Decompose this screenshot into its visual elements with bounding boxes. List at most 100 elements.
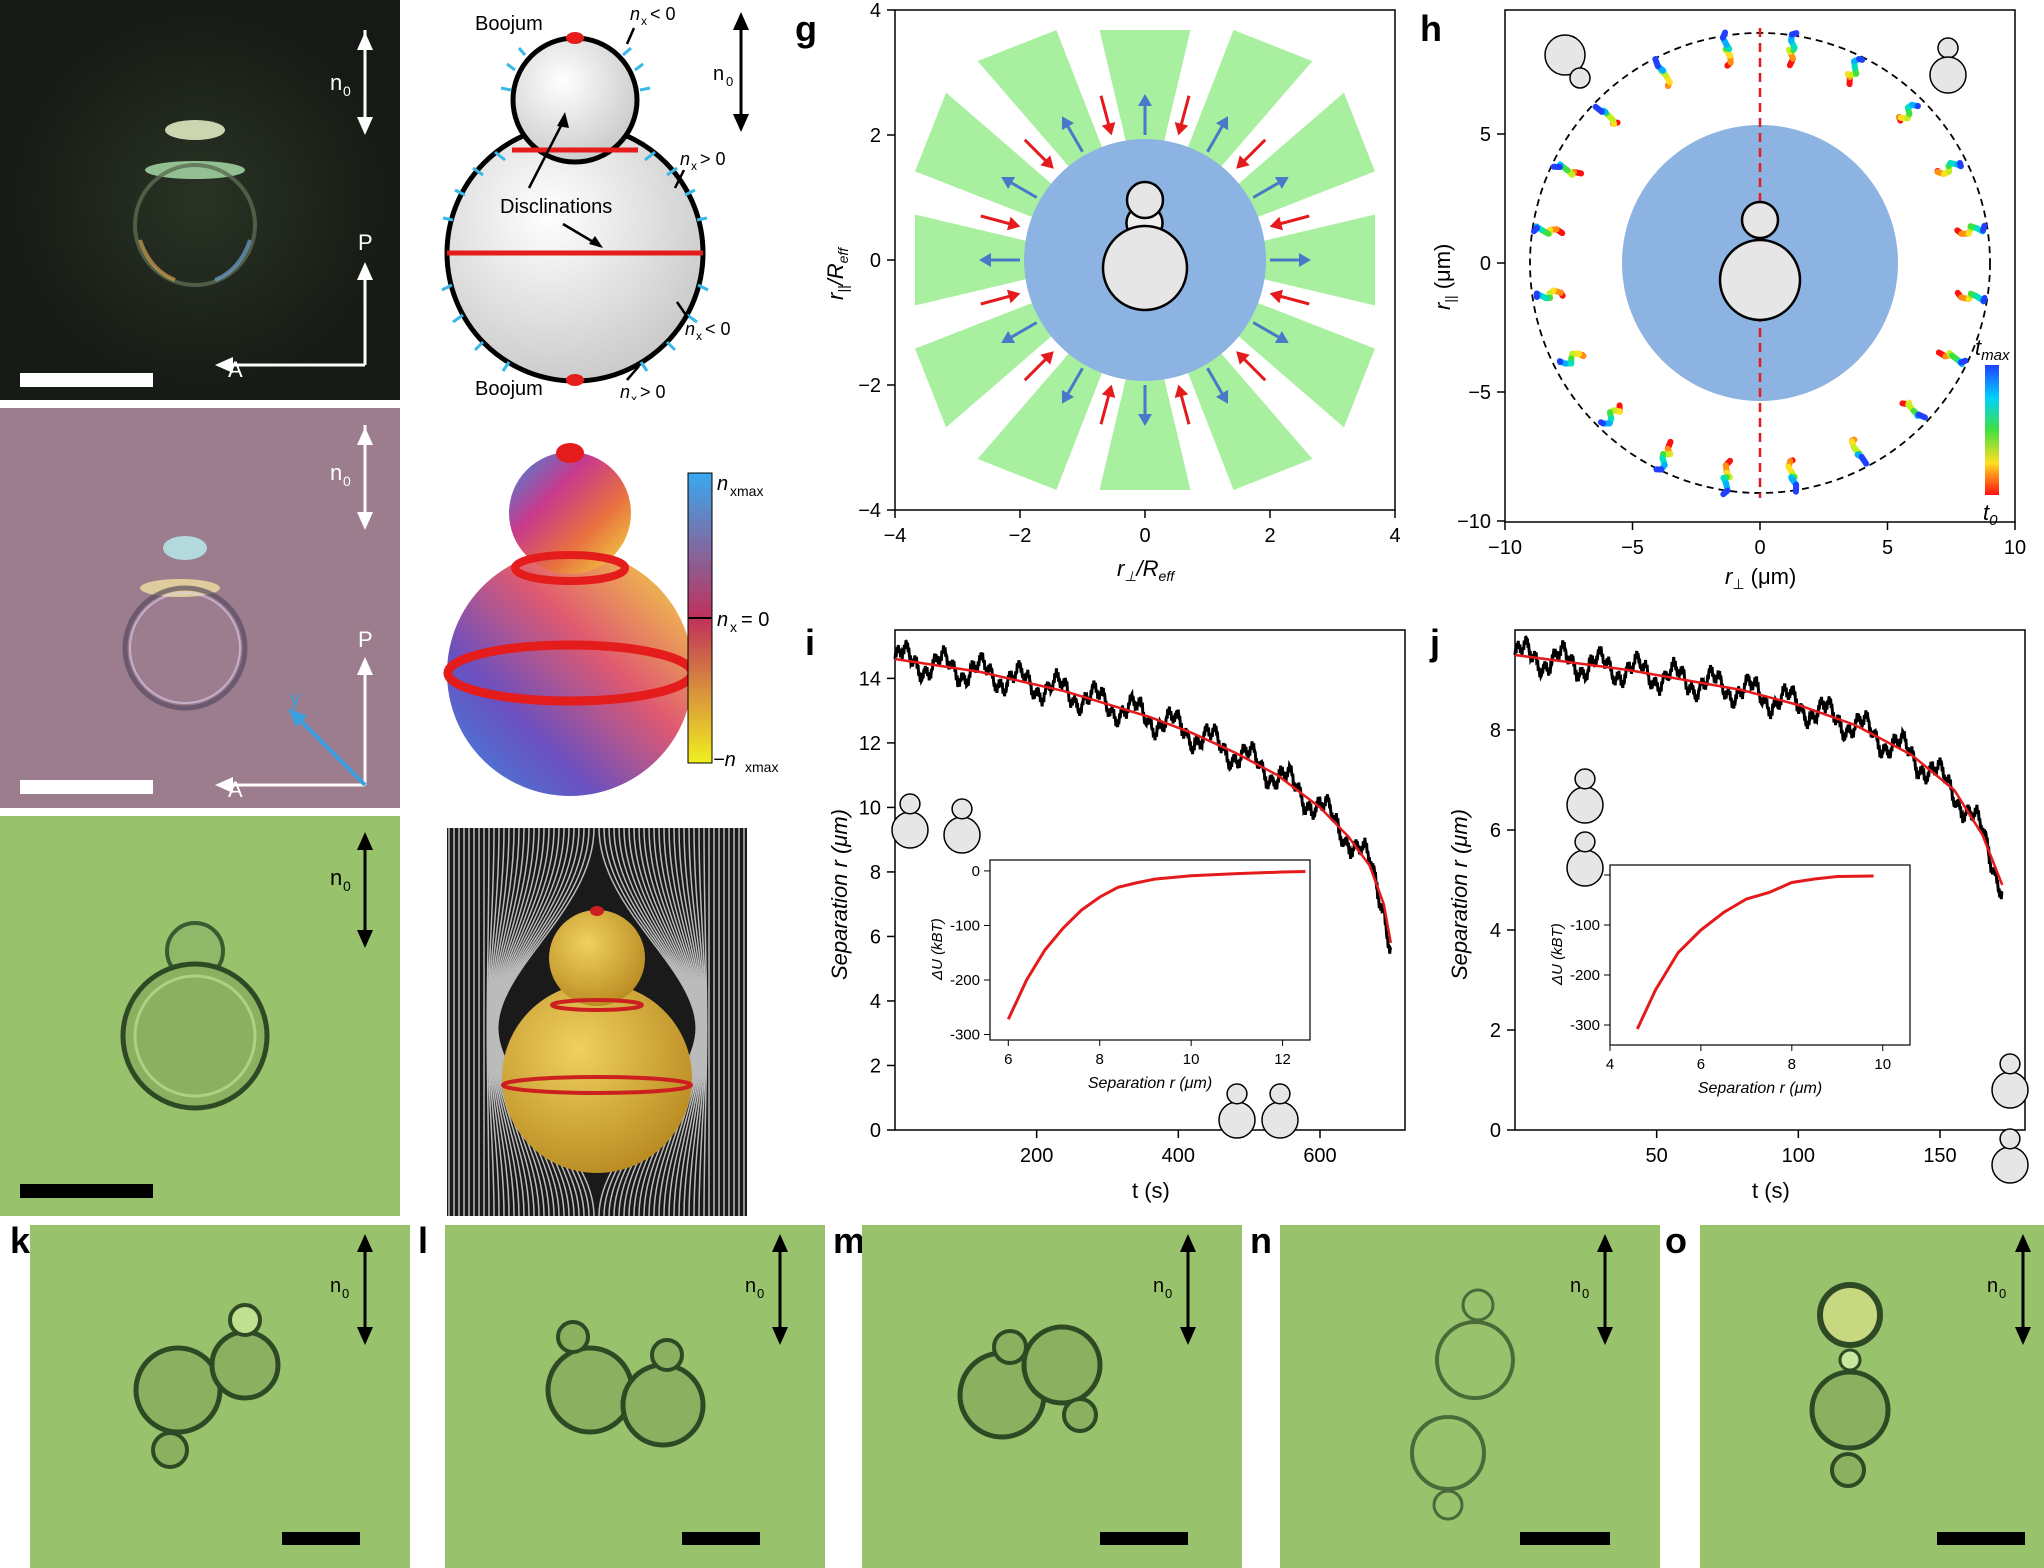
chart-i: 200 400 600 0 2 4 6 8 10 12 14 t (s) Separation r (μ… [827,629,1406,1203]
svg-text:0: 0 [1754,537,1765,559]
x-tick-label: 200 [1020,1145,1053,1167]
svg-text:n: n [717,473,728,495]
axes-a: n 0 P A [215,30,373,382]
x-tick-label: 50 [1646,1145,1668,1167]
axes-b: n 0 P A γ [215,425,373,802]
svg-text:0: 0 [342,1286,349,1301]
trajectory-segment [1597,419,1607,427]
svg-text:−4: −4 [884,525,907,547]
micrograph-l [445,1225,825,1568]
colloid-icon [1261,1101,1299,1139]
y-tick-label: 0 [870,1120,881,1142]
inset-potential-curve [1635,874,1874,1030]
svg-text:5: 5 [1882,537,1893,559]
inset-y-tick-label: -300 [1570,1017,1600,1034]
panel-label-g: g [795,8,817,49]
scale-bar-m [1100,1532,1188,1545]
colloid-icon [1574,768,1596,790]
plot-g: −4 −2 0 2 4 4 2 0 −2 −4 r⊥/Reff r||/Reff [823,0,1401,584]
attraction-wedge [1099,30,1191,142]
trajectory-segment [1858,453,1870,467]
svg-text:n: n [717,609,728,631]
svg-text:n: n [713,63,724,85]
colloid-icon [951,798,973,820]
svg-text:< 0: < 0 [705,319,731,339]
micrograph-m [862,1225,1242,1568]
svg-text:xmax: xmax [730,483,763,499]
colloid-icon [1226,1083,1248,1105]
svg-text:10: 10 [2004,537,2026,559]
svg-text:γ: γ [290,688,300,710]
x-tick-label: 150 [1923,1145,1956,1167]
repulsion-arrowhead [1001,176,1016,190]
attraction-arrowhead [1101,121,1116,136]
trajectory-segment [1788,30,1800,38]
repulsion-arrowhead [1138,94,1152,106]
svg-text:n: n [745,1275,756,1297]
inset-x-tick-label: 8 [1096,1051,1104,1068]
svg-text:r⊥ (μm): r⊥ (μm) [1725,564,1796,590]
svg-text:tmax: tmax [1975,335,2010,364]
colloid-icon [1218,1101,1256,1139]
y-tick-label: 8 [1490,720,1501,742]
attraction-arrowhead [1006,216,1021,231]
attraction-arrowhead [1174,384,1189,399]
svg-text:−2: −2 [1009,525,1032,547]
chart-j: 50 100 150 0 2 4 6 8 t (s) Separation r (μm) 4 6 8 10… [1447,629,2029,1203]
y-axis-label: Separation r (μm) [827,809,852,980]
micrograph-c [0,816,400,1216]
svg-text:x: x [730,619,737,635]
trajectory-segment [1530,224,1541,235]
fit-curve [1514,653,2004,886]
colloid-icon [943,816,981,854]
svg-text:> 0: > 0 [640,382,666,400]
y-tick-label: 12 [859,733,881,755]
attraction-arrowhead [1269,216,1284,231]
repulsion-arrowhead [1299,253,1311,267]
colloid-icon [1999,1128,2021,1150]
svg-text:r||/Reff: r||/Reff [823,246,851,300]
svg-text:0: 0 [1480,253,1491,275]
svg-text:n: n [685,319,695,339]
svg-text:0: 0 [726,74,733,89]
svg-text:r⊥/Reff: r⊥/Reff [1117,556,1176,584]
svg-text:t0: t0 [1983,500,1998,529]
scale-bar-l [682,1532,760,1545]
svg-text:Disclinations: Disclinations [500,196,612,218]
inset-x-tick-label: 6 [1697,1056,1705,1073]
svg-text:0: 0 [343,473,351,489]
repulsion-arrowhead [1138,414,1152,426]
simulation-f [447,828,747,1216]
svg-text:2: 2 [870,125,881,147]
inset-x-tick-label: 6 [1004,1051,1012,1068]
svg-text:n: n [330,865,342,890]
svg-text:x: x [631,392,637,400]
y-tick-label: 14 [859,668,881,690]
colloid-icon [1566,849,1604,887]
repulsion-arrowhead [1215,389,1229,404]
svg-text:n: n [330,1275,341,1297]
y-axis-label: Separation r (μm) [1447,809,1472,980]
inset-y-tick-label: -300 [950,1027,980,1044]
svg-text:−5: −5 [1621,537,1644,559]
inset-y-label: ΔU (kBT) [1549,923,1566,986]
repulsion-arrowhead [1215,116,1229,131]
repulsion-arrowhead [1061,389,1075,404]
svg-text:r|| (μm): r|| (μm) [1430,244,1458,310]
trajectory-segment [1980,295,1988,305]
svg-text:0: 0 [1582,1286,1589,1301]
svg-text:P: P [358,627,373,652]
attraction-arrowhead [1236,155,1250,169]
svg-text:−10: −10 [1457,511,1491,533]
inset-x-tick-label: 10 [1183,1051,1200,1068]
scale-bar-k [282,1532,360,1545]
y-tick-label: 2 [870,1055,881,1077]
trajectory-segment [1720,487,1731,498]
svg-text:−5: −5 [1468,382,1491,404]
y-tick-label: 8 [870,862,881,884]
svg-text:n: n [330,70,342,95]
colloid-icon [1999,1053,2021,1075]
x-axis-label: t (s) [1752,1178,1790,1203]
